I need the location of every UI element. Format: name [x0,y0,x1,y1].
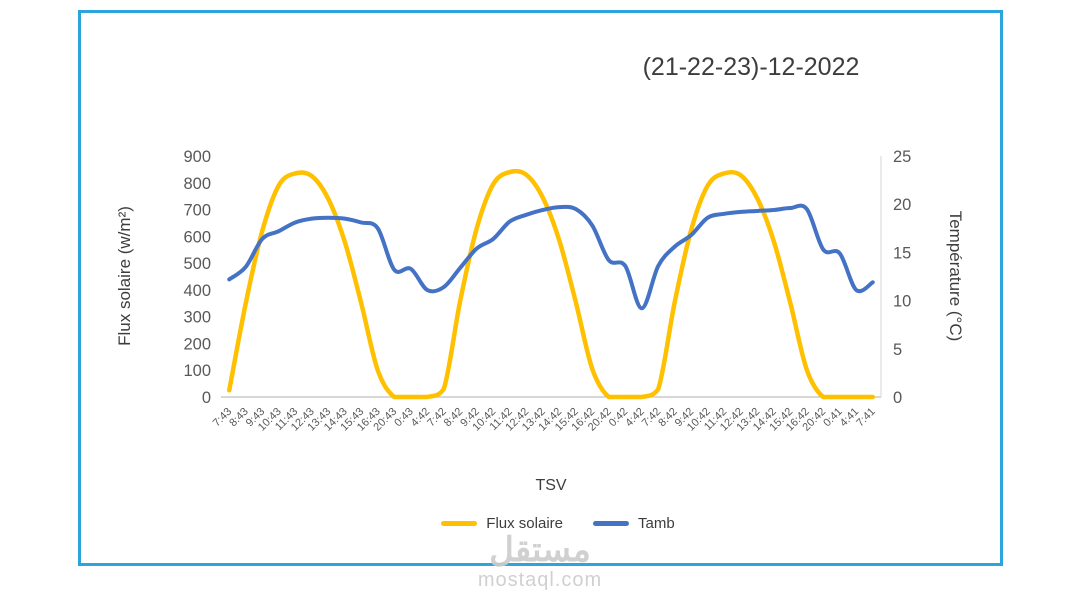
y-left-tick-label: 800 [183,175,211,193]
flux-legend-swatch [441,521,478,526]
tamb-legend-label: Tamb [638,515,675,532]
y-left-tick-label: 400 [183,282,211,300]
tamb-series-line [227,203,875,311]
y-right-tick-label: 10 [893,293,911,311]
y-axis-right-title: Température (°C) [946,210,965,342]
y-left-tick-label: 300 [183,309,211,327]
y-right-tick-label: 15 [893,244,911,262]
flux-series-line [227,168,875,400]
chart-canvas: 0 100 200 300 400 500 600 700 800 900 0 5 10 15 20 25 7:… [183,148,911,434]
y-right-tick-label: 5 [893,341,902,359]
legend: Flux solaire Tamb [81,515,1000,532]
y-left-tick-label: 900 [183,148,211,166]
y-left-tick-label: 200 [183,335,211,353]
chart-frame: (21-22-23)-12-2022 0 100 200 300 400 500 600 70… [78,10,1003,566]
watermark-domain-text: mostaql.com [477,569,603,592]
y-left-tick-label: 0 [202,389,211,407]
y-axis-left-title: Flux solaire (w/m²) [115,206,134,346]
x-axis-title: TSV [535,477,567,494]
y-left-tick-label: 600 [183,228,211,246]
y-right-tick-label: 25 [893,148,911,166]
y-right-tick-label: 0 [893,389,902,407]
y-right-tick-label: 20 [893,196,911,214]
y-left-tick-label: 100 [183,362,211,380]
legend-item-tamb: Tamb [593,515,675,532]
chart-title: (21-22-23)-12-2022 [642,53,860,81]
y-left-tick-label: 700 [183,202,211,220]
y-left-tick-label: 500 [183,255,211,273]
flux-legend-label: Flux solaire [486,515,563,532]
tamb-legend-swatch [593,521,629,526]
legend-item-flux: Flux solaire [441,515,563,532]
x-tick-label: 7:41 [854,406,878,430]
